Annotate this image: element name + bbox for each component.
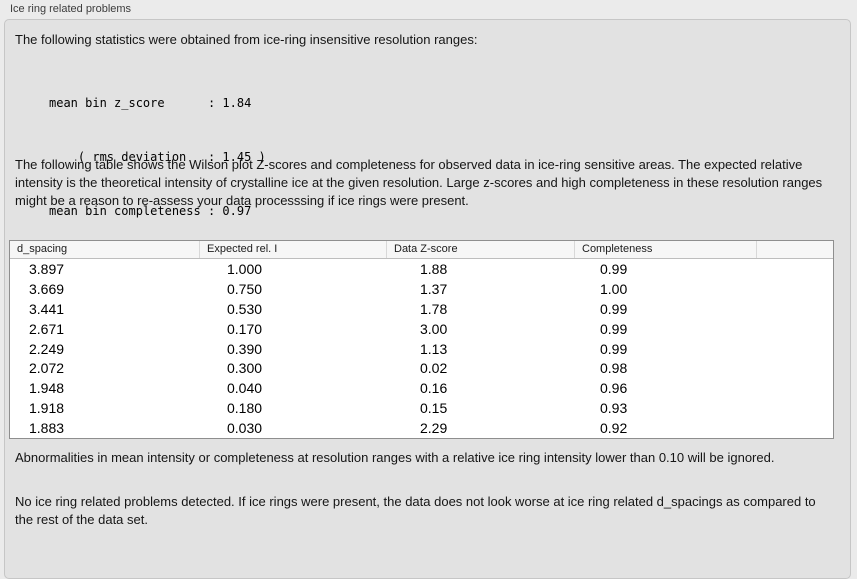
column-header-expected-rel-i[interactable]: Expected rel. I: [200, 241, 387, 258]
description-text: The following table shows the Wilson plo…: [15, 157, 823, 208]
table-row[interactable]: 3.897 1.000 1.88 0.99: [10, 259, 833, 279]
table-body: 3.897 1.000 1.88 0.99 3.669 0.750 1.37 1.00 3.44…: [10, 259, 833, 438]
cell-data-z-score: 1.88: [420, 260, 448, 277]
cell-d-spacing: 2.249: [29, 340, 65, 357]
cell-d-spacing: 1.948: [29, 380, 65, 397]
table-row[interactable]: 3.441 0.530 1.78 0.99: [10, 299, 833, 319]
cell-completeness: 0.98: [600, 360, 628, 377]
cell-completeness: 1.00: [600, 280, 628, 297]
table-row[interactable]: 2.072 0.300 0.02 0.98: [10, 358, 833, 378]
panel-title: Ice ring related problems: [10, 3, 132, 15]
ice-ring-table: d_spacing Expected rel. I Data Z-score C…: [9, 240, 834, 440]
cell-data-z-score: 3.00: [420, 320, 448, 337]
cell-data-z-score: 1.13: [420, 340, 448, 357]
table-row[interactable]: 2.671 0.170 3.00 0.99: [10, 319, 833, 339]
table-row[interactable]: 1.883 0.030 2.29 0.92: [10, 418, 833, 438]
ignore-note-text: Abnormalities in mean intensity or compl…: [15, 450, 775, 465]
intro-text: The following statistics were obtained f…: [15, 32, 478, 47]
cell-expected-rel-i: 0.300: [227, 360, 263, 377]
table-header-row: d_spacing Expected rel. I Data Z-score C…: [10, 241, 833, 259]
cell-expected-rel-i: 0.180: [227, 400, 263, 417]
conclusion-text: No ice ring related problems detected. I…: [15, 494, 816, 527]
cell-expected-rel-i: 0.030: [227, 420, 263, 437]
cell-d-spacing: 2.671: [29, 320, 65, 337]
cell-completeness: 0.96: [600, 380, 628, 397]
cell-data-z-score: 2.29: [420, 420, 448, 437]
column-header-data-z-score[interactable]: Data Z-score: [387, 241, 575, 258]
cell-data-z-score: 1.37: [420, 280, 448, 297]
cell-expected-rel-i: 1.000: [227, 260, 263, 277]
cell-completeness: 0.99: [600, 300, 628, 317]
ice-ring-panel: { "panel": { "title": "Ice ring related …: [4, 3, 851, 579]
table-row[interactable]: 1.948 0.040 0.16 0.96: [10, 378, 833, 398]
cell-d-spacing: 3.669: [29, 280, 65, 297]
cell-d-spacing: 1.918: [29, 400, 65, 417]
cell-data-z-score: 0.16: [420, 380, 448, 397]
stat-mean-bin-completeness: mean bin completeness : 0.97: [49, 204, 252, 218]
table-row[interactable]: 2.249 0.390 1.13 0.99: [10, 339, 833, 359]
stat-mean-bin-z-score: mean bin z_score : 1.84: [49, 96, 252, 110]
table-row[interactable]: 1.918 0.180 0.15 0.93: [10, 398, 833, 418]
cell-d-spacing: 3.441: [29, 300, 65, 317]
cell-completeness: 0.92: [600, 420, 628, 437]
cell-expected-rel-i: 0.390: [227, 340, 263, 357]
cell-data-z-score: 0.15: [420, 400, 448, 417]
cell-data-z-score: 0.02: [420, 360, 448, 377]
column-header-completeness[interactable]: Completeness: [575, 241, 757, 258]
cell-completeness: 0.93: [600, 400, 628, 417]
cell-d-spacing: 3.897: [29, 260, 65, 277]
cell-d-spacing: 1.883: [29, 420, 65, 437]
column-header-d-spacing[interactable]: d_spacing: [10, 241, 200, 258]
cell-expected-rel-i: 0.750: [227, 280, 263, 297]
ice-ring-groupbox: The following statistics were obtained f…: [4, 19, 851, 579]
cell-d-spacing: 2.072: [29, 360, 65, 377]
cell-expected-rel-i: 0.530: [227, 300, 263, 317]
cell-data-z-score: 1.78: [420, 300, 448, 317]
cell-expected-rel-i: 0.040: [227, 380, 263, 397]
cell-completeness: 0.99: [600, 260, 628, 277]
column-header-empty[interactable]: [757, 241, 833, 258]
cell-expected-rel-i: 0.170: [227, 320, 263, 337]
cell-completeness: 0.99: [600, 340, 628, 357]
cell-completeness: 0.99: [600, 320, 628, 337]
table-row[interactable]: 3.669 0.750 1.37 1.00: [10, 279, 833, 299]
stat-z-score-rms-deviation: ( rms deviation : 1.45 ): [49, 150, 266, 164]
